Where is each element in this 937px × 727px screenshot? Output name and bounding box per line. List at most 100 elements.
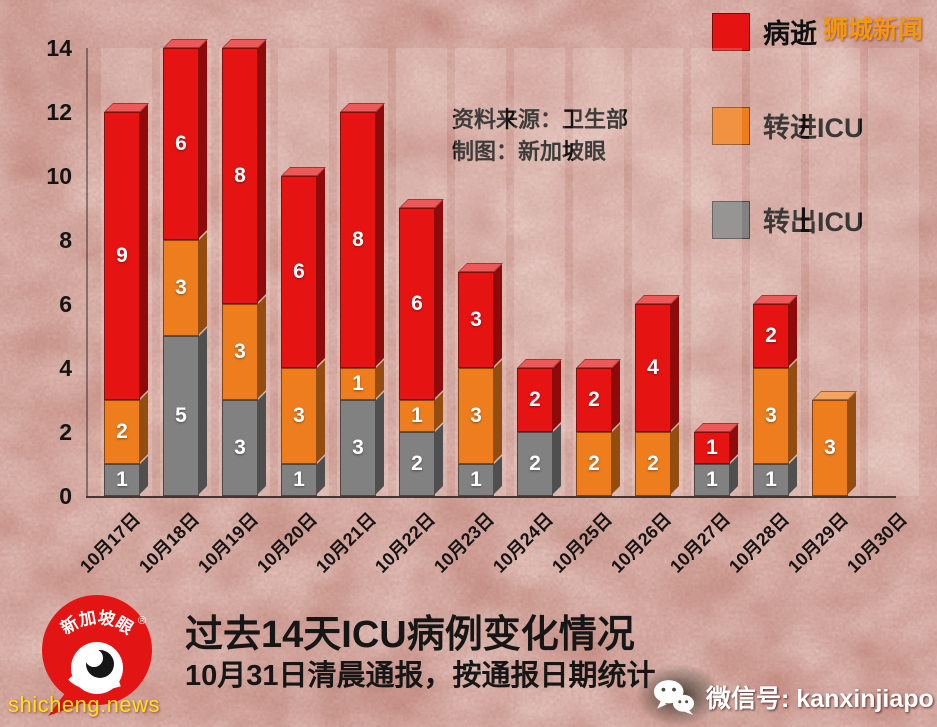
bar-segment-病逝: 2 bbox=[753, 296, 797, 368]
legend-label: 病逝 bbox=[763, 19, 817, 49]
bar-segment-转进ICU: 3 bbox=[163, 232, 207, 336]
x-axis-label: 10月20日 bbox=[252, 508, 321, 577]
bar-segment-value: 2 bbox=[411, 452, 423, 475]
bar-segment-side bbox=[788, 360, 797, 463]
bar-segment-value: 3 bbox=[824, 436, 836, 459]
x-axis-label: 10月27日 bbox=[665, 508, 734, 577]
bar-segment-value: 1 bbox=[411, 404, 423, 427]
bar-segment-value: 1 bbox=[293, 468, 305, 491]
x-axis-label: 10月21日 bbox=[311, 508, 380, 577]
chart-title: 过去14天ICU病例变化情况 bbox=[185, 614, 635, 656]
bar-segment-side bbox=[611, 424, 620, 495]
x-axis-label: 10月26日 bbox=[606, 508, 675, 577]
bar-segment-value: 3 bbox=[470, 404, 482, 427]
bar-segment-病逝: 9 bbox=[104, 104, 148, 400]
bar-segment-转出ICU: 3 bbox=[222, 392, 266, 496]
chart-subtitle: 10月31日清晨通报，按通报日期统计 bbox=[185, 660, 656, 692]
bar-segment-side bbox=[493, 360, 502, 463]
bar-segment-side bbox=[788, 296, 797, 367]
bar-segment-side bbox=[198, 232, 207, 335]
bar-segment-value: 3 bbox=[175, 276, 187, 299]
x-axis-label: 10月18日 bbox=[134, 508, 203, 577]
bar-segment-value: 3 bbox=[234, 340, 246, 363]
legend-item-病逝: 病逝 bbox=[712, 12, 864, 51]
bar-segment-side bbox=[257, 40, 266, 303]
bar-segment-value: 4 bbox=[647, 356, 659, 379]
watermark-shicheng-news-url: shicheng.news bbox=[8, 692, 161, 717]
bar-segment-转进ICU: 3 bbox=[753, 360, 797, 464]
x-axis-label: 10月19日 bbox=[193, 508, 262, 577]
bar-segment-value: 1 bbox=[116, 468, 128, 491]
bar-segment-转进ICU: 3 bbox=[281, 360, 325, 464]
source-annotation: 资料来源：卫生部 制图：新加坡眼 bbox=[452, 104, 628, 168]
bar-segment-value: 3 bbox=[765, 404, 777, 427]
bar-segment-value: 2 bbox=[588, 388, 600, 411]
bar-segment-value: 3 bbox=[352, 436, 364, 459]
bar-segment-value: 1 bbox=[765, 468, 777, 491]
bar-segment-side bbox=[847, 392, 856, 495]
x-axis-label: 10月29日 bbox=[783, 508, 852, 577]
credit-line: 制图：新加坡眼 bbox=[452, 138, 607, 164]
bar-segment-side bbox=[552, 360, 561, 431]
bar-segment-转进ICU: 3 bbox=[222, 296, 266, 400]
bar-segment-病逝: 8 bbox=[340, 104, 384, 368]
y-axis-tick-label: 2 bbox=[59, 419, 72, 445]
bar-segment-value: 1 bbox=[706, 436, 718, 459]
xinjiapoyan-logo: 新加坡眼 ® bbox=[36, 590, 158, 718]
y-axis-tick-label: 0 bbox=[59, 483, 72, 509]
x-axis-line bbox=[86, 496, 896, 498]
bar-segment-转进ICU: 2 bbox=[635, 424, 679, 496]
bar-segment-转进ICU: 1 bbox=[399, 392, 443, 432]
bar-segment-转进ICU: 2 bbox=[104, 392, 148, 464]
bar-segment-value: 1 bbox=[470, 468, 482, 491]
bar-segment-value: 1 bbox=[706, 468, 718, 491]
bar-segment-病逝: 6 bbox=[281, 168, 325, 368]
legend-item-转出ICU: 转出ICU bbox=[712, 200, 864, 239]
logo-reg-mark: ® bbox=[138, 615, 146, 627]
bar-segment-病逝: 1 bbox=[694, 424, 738, 464]
x-axis-label: 10月22日 bbox=[370, 508, 439, 577]
wechat-contact: 微信号: kanxinjiapo bbox=[652, 678, 934, 716]
bar-segment-value: 2 bbox=[647, 452, 659, 475]
wechat-id-label: 微信号: kanxinjiapo bbox=[706, 685, 934, 713]
bar-segment-病逝: 4 bbox=[635, 296, 679, 432]
legend-label: 转进ICU bbox=[763, 113, 864, 143]
bar-segment-value: 3 bbox=[234, 436, 246, 459]
y-axis-tick-label: 4 bbox=[59, 355, 72, 381]
legend-swatch bbox=[712, 12, 750, 51]
bar-segment-value: 2 bbox=[588, 452, 600, 475]
bar-segment-转进ICU: 3 bbox=[458, 360, 502, 464]
bar-segment-转出ICU: 1 bbox=[694, 456, 738, 496]
bar-segment-side bbox=[257, 392, 266, 495]
bar-segment-value: 2 bbox=[765, 324, 777, 347]
x-axis-label: 10月24日 bbox=[488, 508, 557, 577]
bar-segment-value: 2 bbox=[529, 388, 541, 411]
y-axis-tick-label: 6 bbox=[59, 291, 72, 317]
bar-segment-value: 6 bbox=[175, 132, 187, 155]
bar-segment-病逝: 2 bbox=[517, 360, 561, 432]
bar-segment-side bbox=[434, 424, 443, 495]
bar-segment-转出ICU: 5 bbox=[163, 328, 207, 496]
bar-segment-side bbox=[670, 424, 679, 495]
bar-segment-病逝: 3 bbox=[458, 264, 502, 368]
bar-segment-side bbox=[198, 328, 207, 495]
bar-segment-value: 5 bbox=[175, 404, 187, 427]
y-axis-tick-label: 8 bbox=[59, 227, 72, 253]
bar-segment-side bbox=[611, 360, 620, 431]
y-axis-tick-label: 14 bbox=[46, 35, 72, 61]
x-axis-label: 10月25日 bbox=[547, 508, 616, 577]
bar-segment-转进ICU: 2 bbox=[576, 424, 620, 496]
bar-segment-转出ICU: 2 bbox=[399, 424, 443, 496]
bar-segment-转出ICU: 2 bbox=[517, 424, 561, 496]
y-axis-tick-label: 10 bbox=[46, 163, 72, 189]
bar-segment-side bbox=[198, 40, 207, 239]
bar-segment-转出ICU: 1 bbox=[458, 456, 502, 496]
bar-segment-病逝: 6 bbox=[399, 200, 443, 400]
xinjiapoyan-logo-icon: 新加坡眼 ® bbox=[42, 595, 152, 716]
bar-segment-转出ICU: 1 bbox=[753, 456, 797, 496]
bar-segment-value: 8 bbox=[352, 228, 364, 251]
wechat-icon bbox=[653, 680, 695, 715]
column-highlight-band bbox=[691, 48, 742, 496]
